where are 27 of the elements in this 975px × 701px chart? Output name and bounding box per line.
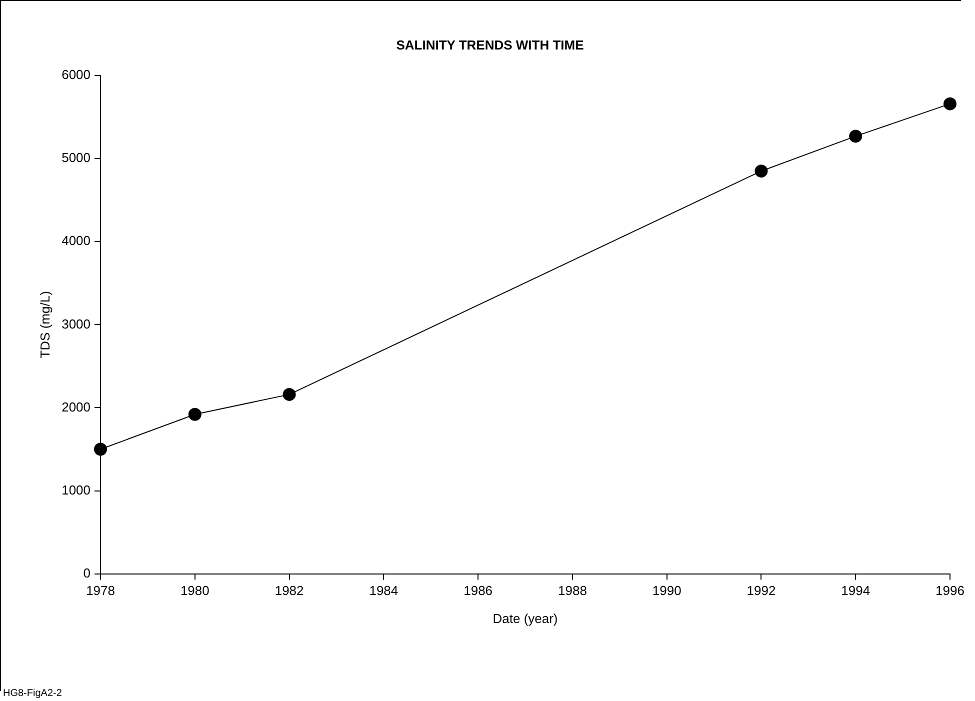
y-tick-label: 6000 (62, 67, 91, 82)
chart-title: SALINITY TRENDS WITH TIME (396, 37, 584, 52)
x-tick-label: 1996 (936, 583, 964, 598)
x-tick-label: 1978 (86, 583, 115, 598)
x-tick-label: 1980 (180, 583, 210, 598)
y-tick-label: 5000 (62, 150, 91, 166)
text: HG8-FigA2-2 (3, 688, 62, 699)
point (849, 130, 862, 143)
point (282, 388, 296, 401)
x-tick-label: 1984 (369, 583, 398, 598)
point (94, 442, 108, 456)
x-tick-label: 1992 (746, 583, 776, 598)
y-tick-label: 0 (83, 565, 91, 580)
x-tick-label: 1988 (558, 583, 587, 598)
point (944, 97, 956, 110)
x-tick-label: 1994 (841, 583, 870, 598)
y-tick-label: 3000 (62, 316, 91, 332)
point (754, 164, 768, 178)
x-tick-label: 1986 (464, 583, 493, 598)
x-axis-title: Date (year) (492, 610, 558, 626)
point (188, 408, 202, 421)
y-tick-label: 1000 (62, 482, 91, 498)
y-tick-label: 2000 (62, 399, 91, 414)
y-axis-title: TDS (mg/L) (37, 291, 52, 358)
y-tick-label: 4000 (62, 233, 91, 248)
x-tick-label: 1982 (274, 583, 304, 598)
x-tick-label: 1990 (652, 583, 682, 598)
